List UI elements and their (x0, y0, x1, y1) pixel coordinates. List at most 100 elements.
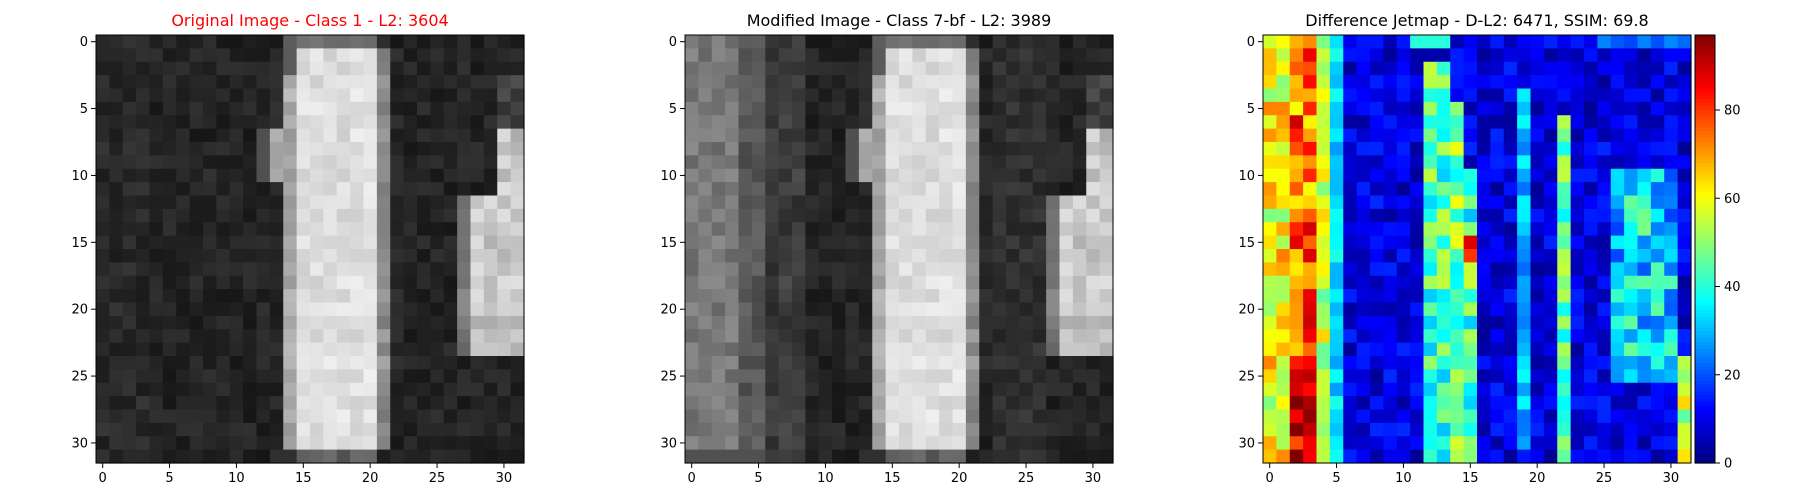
pixel-cell (296, 142, 311, 156)
pixel-cell (885, 396, 900, 411)
pixel-cell (1329, 235, 1344, 250)
pixel-cell (1086, 128, 1101, 143)
pixel-cell (430, 369, 445, 384)
pixel-cell (872, 128, 887, 143)
pixel-cell (818, 356, 833, 370)
pixel-cell (363, 249, 378, 263)
pixel-cell (457, 115, 472, 130)
colorbar-segment (1695, 291, 1715, 296)
pixel-cell (738, 422, 753, 437)
pixel-cell (925, 61, 940, 76)
pixel-cell (403, 436, 418, 451)
pixel-cell (1436, 35, 1451, 49)
pixel-cell (363, 101, 378, 116)
pixel-cell (818, 115, 833, 130)
pixel-cell (96, 436, 110, 451)
pixel-cell (1423, 409, 1438, 424)
pixel-cell (1046, 128, 1061, 143)
colorbar-segment (1695, 117, 1715, 122)
pixel-cell (1343, 115, 1358, 130)
pixel-cell (229, 342, 244, 357)
pixel-cell (952, 128, 967, 143)
pixel-cell (1006, 168, 1020, 183)
pixel-cell (952, 142, 967, 156)
pixel-cell (751, 222, 766, 237)
pixel-cell (1584, 155, 1598, 170)
pixel-cell (176, 168, 191, 183)
pixel-cell (96, 356, 110, 370)
pixel-cell (1610, 88, 1625, 103)
pixel-cell (1356, 88, 1371, 103)
pixel-cell (149, 222, 164, 237)
pixel-cell (296, 409, 311, 424)
pixel-cell (203, 155, 217, 170)
pixel-cell (296, 235, 311, 250)
pixel-cell (149, 48, 164, 63)
pixel-cell (965, 168, 980, 183)
pixel-cell (1557, 275, 1572, 290)
pixel-cell (698, 275, 713, 290)
pixel-cell (336, 35, 351, 49)
pixel-cell (216, 195, 231, 210)
pixel-cell (1637, 342, 1652, 357)
pixel-cell (243, 128, 258, 143)
pixel-cell (376, 48, 391, 63)
pixel-cell (203, 195, 217, 210)
pixel-cell (243, 195, 258, 210)
pixel-cell (765, 35, 780, 49)
colorbar-segment (1695, 263, 1715, 268)
pixel-cell (1637, 168, 1652, 183)
pixel-cell (189, 302, 204, 317)
pixel-cell (243, 101, 258, 116)
pixel-cell (189, 342, 204, 357)
pixel-cell (992, 369, 1007, 384)
pixel-cell (1423, 382, 1438, 397)
pixel-cell (1276, 436, 1291, 451)
pixel-cell (363, 155, 378, 170)
pixel-cell (1543, 168, 1558, 183)
colorbar-segment (1695, 445, 1715, 450)
colorbar-segment (1695, 184, 1715, 189)
pixel-cell (430, 35, 445, 49)
pixel-cell (1006, 35, 1020, 49)
pixel-cell (1503, 262, 1518, 277)
pixel-cell (96, 409, 110, 424)
pixel-cell (1072, 208, 1087, 223)
pixel-cell (510, 275, 525, 290)
pixel-cell (1303, 329, 1318, 344)
colorbar-segment (1695, 313, 1715, 318)
pixel-cell (1329, 249, 1344, 263)
pixel-cell (443, 155, 458, 170)
pixel-cell (1570, 155, 1585, 170)
pixel-cell (1099, 369, 1114, 384)
pixel-cell (925, 249, 940, 263)
pixel-cell (269, 142, 284, 156)
pixel-cell (1423, 396, 1438, 411)
pixel-cell (1450, 262, 1465, 277)
pixel-cell (1370, 101, 1384, 116)
pixel-cell (363, 382, 378, 397)
pixel-cell (872, 249, 887, 263)
colorbar-segment (1695, 42, 1715, 47)
colorbar-segment (1695, 120, 1715, 125)
pixel-cell (1329, 61, 1344, 76)
pixel-cell (1597, 168, 1612, 183)
pixel-cell (992, 396, 1007, 411)
pixel-cell (872, 142, 887, 156)
pixel-cell (1410, 396, 1425, 411)
pixel-cell (363, 409, 378, 424)
pixel-cell (1289, 436, 1304, 451)
pixel-cell (1263, 195, 1277, 210)
pixel-cell (1396, 222, 1411, 237)
pixel-cell (1410, 275, 1425, 290)
pixel-cell (952, 195, 967, 210)
pixel-cell (363, 329, 378, 344)
colorbar-segment (1695, 224, 1715, 229)
pixel-cell (1517, 195, 1532, 210)
pixel-cell (1099, 75, 1114, 90)
pixel-cell (1263, 88, 1277, 103)
pixel-cell (390, 88, 405, 103)
pixel-cell (1356, 235, 1371, 250)
pixel-cell (376, 249, 391, 263)
pixel-cell (1303, 249, 1318, 263)
